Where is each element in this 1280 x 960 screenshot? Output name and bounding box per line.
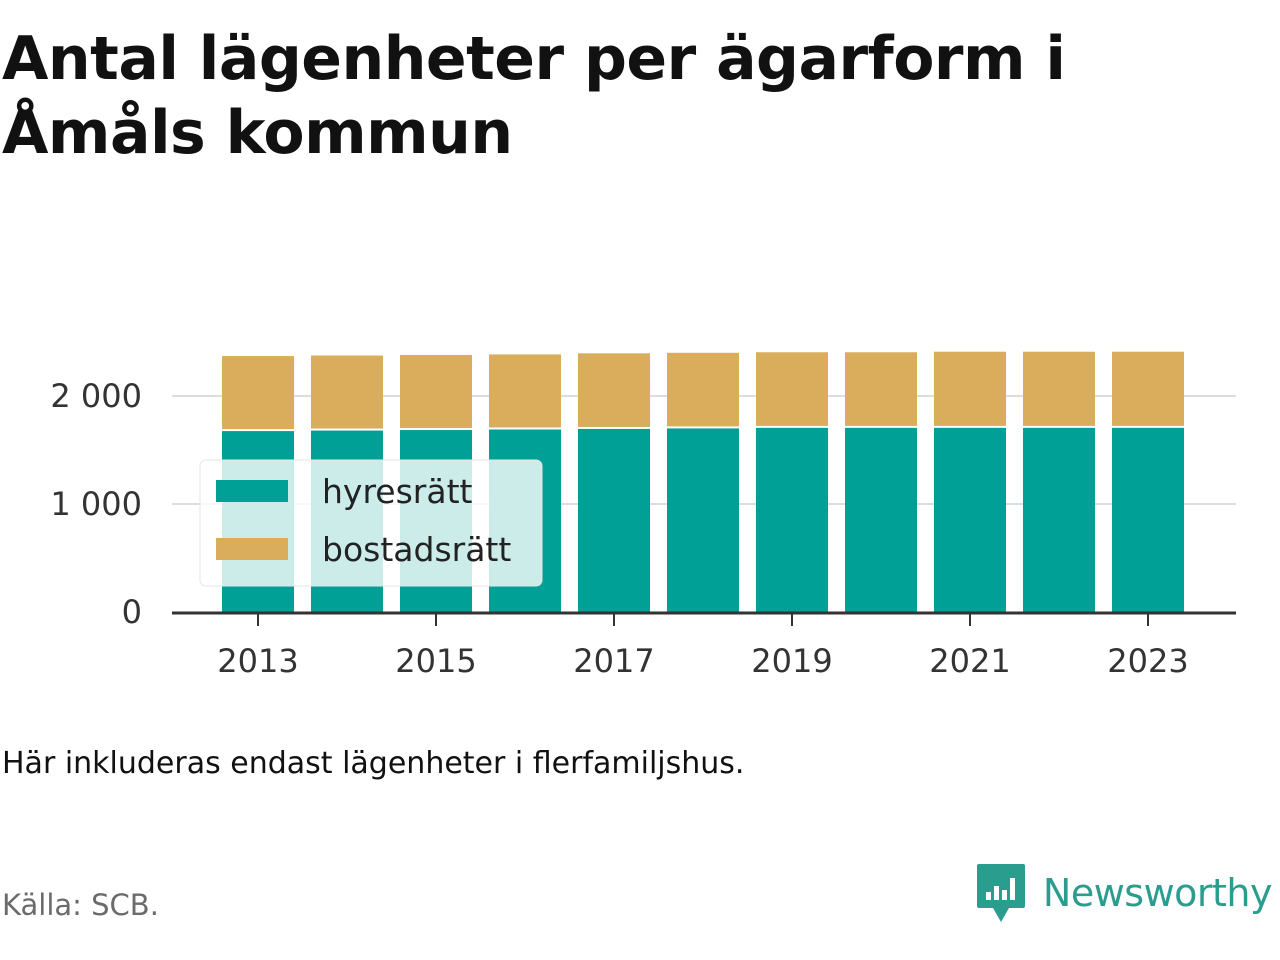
bar-segment-bostadsratt xyxy=(400,354,472,429)
bar-segment-bostadsratt xyxy=(667,352,739,427)
x-axis: 2013 2015 2017 2019 2021 2023 xyxy=(172,611,1236,680)
bar-segment-bostadsratt xyxy=(845,352,917,426)
legend-swatch xyxy=(216,480,288,502)
bar-segment-bostadsratt xyxy=(578,353,650,427)
bar-segment-bostadsratt xyxy=(311,355,383,429)
bars xyxy=(222,351,1184,612)
brand-logo: Newsworthy xyxy=(975,862,1273,924)
x-tick-label: 2015 xyxy=(395,642,476,680)
legend-label: hyresrätt xyxy=(322,472,473,511)
brand-name: Newsworthy xyxy=(1042,871,1273,915)
bar-segment-bostadsratt xyxy=(489,354,561,428)
bar-segment-bostadsratt xyxy=(1023,351,1095,426)
newsworthy-logo-icon xyxy=(976,864,1025,922)
bar-segment-hyresratt xyxy=(1023,427,1095,612)
legend: hyresrätt bostadsrätt xyxy=(199,459,543,587)
bar-segment-bostadsratt xyxy=(934,351,1006,426)
bar-segment-hyresratt xyxy=(845,427,917,612)
bar-segment-bostadsratt xyxy=(756,352,828,426)
bar-segment-hyresratt xyxy=(667,428,739,612)
bar-segment-hyresratt xyxy=(578,428,650,612)
legend-label: bostadsrätt xyxy=(322,530,511,569)
y-axis: 0 1 000 2 000 xyxy=(50,377,142,631)
bar-segment-hyresratt xyxy=(756,427,828,612)
stacked-bar-chart: 0 1 000 2 000 2013 2015 2017 2019 2021 2023 hyr… xyxy=(50,351,1236,680)
bar-segment-hyresratt xyxy=(934,427,1006,612)
source-text: Källa: SCB. xyxy=(2,888,159,922)
x-tick-label: 2017 xyxy=(573,642,654,680)
bar-segment-bostadsratt xyxy=(222,356,294,430)
x-tick-label: 2023 xyxy=(1107,642,1188,680)
y-tick-label: 0 xyxy=(122,593,142,631)
legend-swatch xyxy=(216,538,288,560)
x-tick-label: 2013 xyxy=(217,642,298,680)
chart-note: Här inkluderas endast lägenheter i flerf… xyxy=(2,746,745,781)
bar-segment-bostadsratt xyxy=(1112,351,1184,426)
x-tick-label: 2021 xyxy=(929,642,1010,680)
y-tick-label: 1 000 xyxy=(50,485,142,523)
chart-title: Antal lägenheter per ägarform i Åmåls ko… xyxy=(2,24,1066,168)
bar-segment-hyresratt xyxy=(1112,427,1184,612)
y-tick-label: 2 000 xyxy=(50,377,142,415)
x-tick-label: 2019 xyxy=(751,642,832,680)
